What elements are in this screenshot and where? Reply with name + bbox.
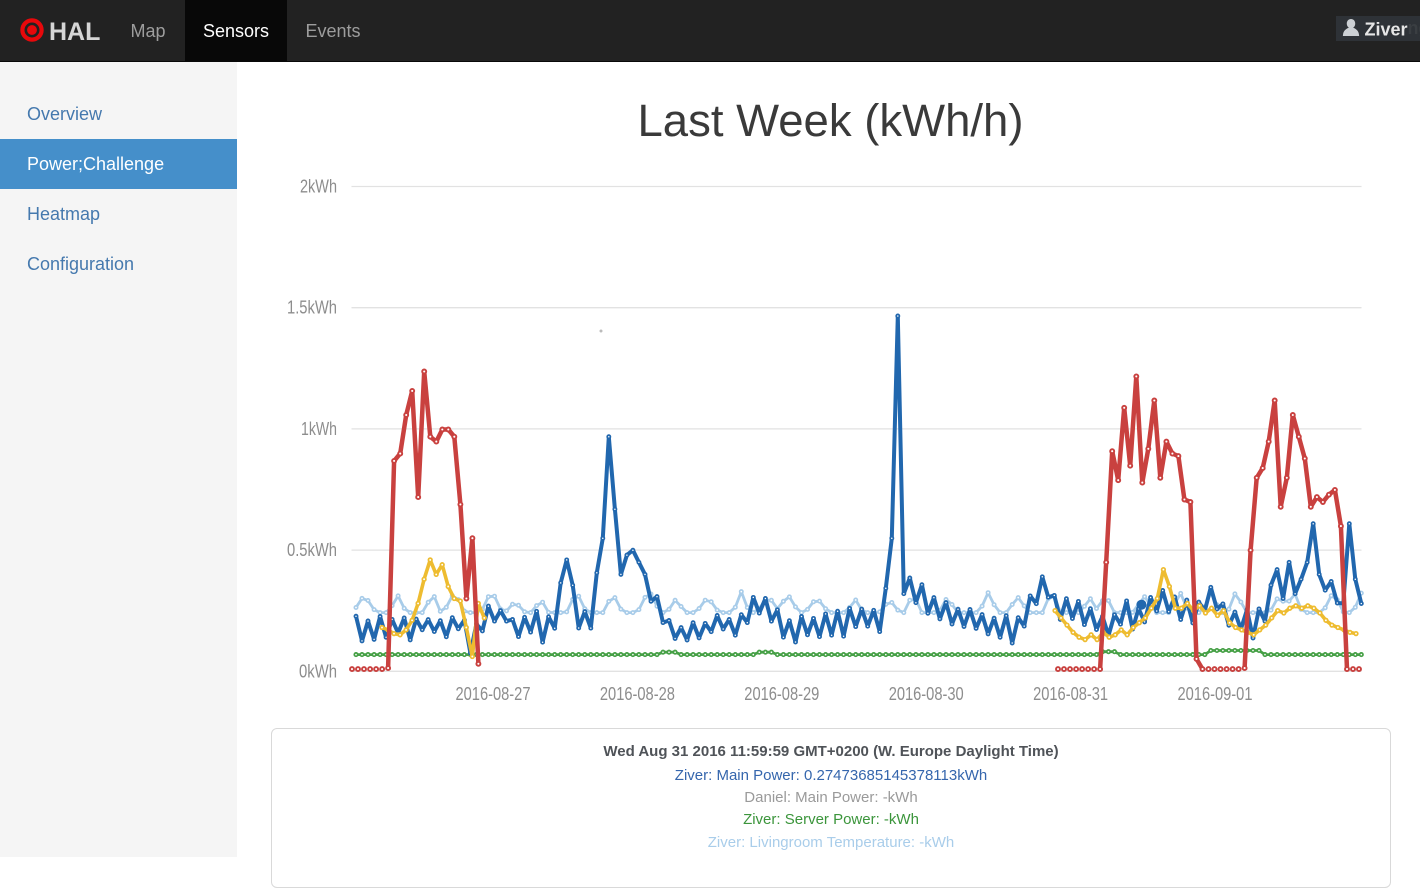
svg-text:2016-08-31: 2016-08-31: [1033, 683, 1108, 704]
svg-text:2016-08-27: 2016-08-27: [456, 683, 531, 704]
svg-text:2016-09-01: 2016-09-01: [1178, 683, 1253, 704]
svg-text:2kWh: 2kWh: [300, 176, 337, 197]
svg-text:1.5kWh: 1.5kWh: [287, 297, 337, 318]
svg-text:2016-08-29: 2016-08-29: [744, 683, 819, 704]
svg-text:0kWh: 0kWh: [299, 660, 337, 681]
svg-text:2016-08-28: 2016-08-28: [600, 683, 675, 704]
svg-text:2016-08-30: 2016-08-30: [889, 683, 964, 704]
svg-text:1kWh: 1kWh: [301, 418, 337, 439]
svg-text:0.5kWh: 0.5kWh: [287, 539, 337, 560]
